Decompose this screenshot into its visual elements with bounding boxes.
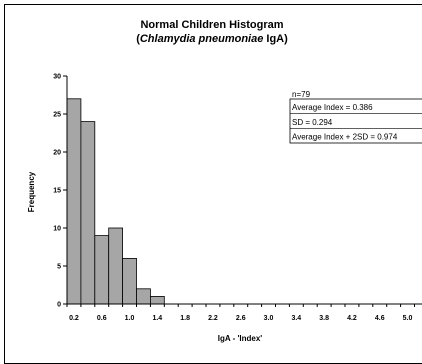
stats-line: Average Index = 0.386 [292, 103, 373, 112]
histogram-bar [136, 288, 151, 305]
histogram-bar [80, 121, 96, 305]
histogram-bar [149, 295, 165, 305]
x-tick-label: 3.8 [319, 315, 329, 322]
chart-subtitle: (Chlamydia pneumoniae IgA) [136, 33, 288, 45]
x-tick-label: 1.0 [125, 315, 135, 322]
histogram-bar [122, 257, 137, 305]
y-tick-label: 25 [53, 112, 61, 119]
x-axis-label: IgA - 'Index' [218, 334, 262, 343]
chart-subtitle-italic: Chlamydia pneumoniae [140, 33, 263, 45]
y-tick-label: 15 [53, 188, 61, 195]
y-tick-label: 5 [57, 264, 61, 271]
stats-lines: Average Index = 0.386 SD = 0.294 Average I… [290, 103, 422, 142]
x-tick-label: 4.6 [375, 315, 385, 322]
y-tick-label: 30 [53, 74, 61, 81]
chart-subtitle-suffix: IgA) [263, 33, 288, 45]
x-tick-label: 2.2 [208, 315, 218, 322]
x-tick-label: 0.6 [97, 315, 107, 322]
chart-title: Normal Children Histogram [140, 19, 283, 31]
stats-line: SD = 0.294 [292, 118, 333, 127]
x-axis-ticks: 0.20.61.01.41.82.22.63.03.43.84.24.65.05… [66, 304, 415, 322]
y-axis-label: Frequency [27, 171, 36, 212]
stats-line: Average Index + 2SD = 0.974 [292, 133, 398, 142]
x-tick-label: 0.2 [69, 315, 79, 322]
histogram-bar [66, 98, 82, 305]
y-tick-label: 20 [53, 150, 61, 157]
x-tick-label: 4.2 [347, 315, 357, 322]
y-tick-label: 10 [53, 226, 61, 233]
histogram-bar [94, 235, 110, 305]
x-tick-label: 5.0 [403, 315, 413, 322]
x-tick-label: 1.8 [180, 315, 190, 322]
x-tick-label: 2.6 [236, 315, 246, 322]
sample-size-label: n=79 [292, 90, 311, 99]
chart-subtitle-prefix: ( [136, 33, 140, 45]
y-axis-ticks: 0 5 10 15 20 25 30 [53, 74, 67, 309]
histogram-bar [108, 227, 123, 305]
x-tick-label: 3.4 [291, 315, 301, 322]
y-tick-label: 0 [57, 302, 61, 309]
x-tick-label: 3.0 [264, 315, 274, 322]
stats-box [289, 98, 422, 144]
x-tick-label: 1.4 [152, 315, 162, 322]
bars [66, 98, 165, 305]
